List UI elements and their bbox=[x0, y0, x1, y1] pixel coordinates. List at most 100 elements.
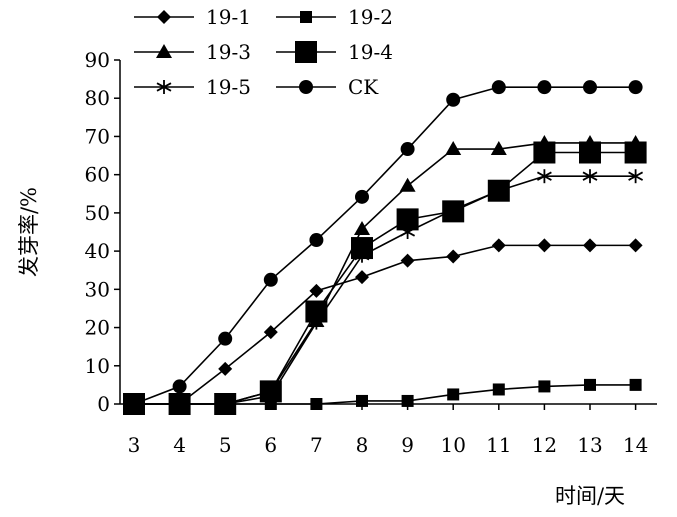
data-point-19-5 bbox=[628, 169, 644, 184]
asterisk-stroke bbox=[491, 186, 507, 196]
series-line-ck bbox=[133, 86, 636, 405]
data-point-ck bbox=[355, 189, 369, 204]
data-point-19-1 bbox=[309, 283, 324, 298]
asterisk-stroke bbox=[263, 391, 279, 401]
x-tick-label: 12 bbox=[532, 433, 557, 457]
data-point-19-4 bbox=[305, 300, 328, 323]
x-tick-label: 13 bbox=[577, 433, 602, 457]
y-tick-label: 80 bbox=[85, 86, 110, 110]
data-point-ck bbox=[537, 80, 552, 95]
legend-label: 19-2 bbox=[348, 5, 393, 29]
data-point-19-3 bbox=[445, 141, 462, 156]
y-tick-label: 20 bbox=[85, 316, 110, 340]
data-point-19-2 bbox=[584, 378, 596, 391]
legend-marker bbox=[300, 11, 312, 23]
data-point-ck bbox=[446, 92, 461, 107]
series-19-4 bbox=[123, 141, 647, 415]
data-point-19-3 bbox=[399, 177, 416, 192]
x-tick-label: 6 bbox=[264, 433, 277, 457]
legend-item-19-5: 19-5 bbox=[134, 75, 251, 99]
data-point-ck bbox=[628, 80, 643, 95]
data-point-19-1 bbox=[263, 325, 278, 340]
x-tick-label: 3 bbox=[128, 433, 141, 457]
legend-item-19-2: 19-2 bbox=[276, 5, 393, 29]
asterisk-stroke bbox=[628, 171, 644, 181]
data-point-19-5 bbox=[536, 169, 552, 184]
y-tick-label: 70 bbox=[85, 124, 110, 148]
data-point-19-3 bbox=[354, 220, 370, 235]
data-point-19-1 bbox=[628, 238, 643, 253]
x-tick-label: 10 bbox=[440, 433, 465, 457]
x-tick-label: 8 bbox=[356, 433, 369, 457]
data-point-19-5 bbox=[445, 202, 461, 217]
axes: 0 10 20 30 40 50 60 70 80 90 3 4 5 6 7 8 9 10 11 12 13 14 bbox=[85, 48, 657, 457]
asterisk-stroke bbox=[217, 399, 233, 409]
series-line-19-2 bbox=[134, 384, 636, 405]
data-point-ck bbox=[309, 233, 324, 248]
data-point-19-5 bbox=[217, 397, 233, 411]
y-tick-label: 40 bbox=[85, 239, 110, 263]
y-tick-label: 0 bbox=[97, 392, 110, 416]
y-tick-label: 10 bbox=[85, 354, 110, 378]
data-point-ck bbox=[491, 80, 506, 95]
legend-label: 19-1 bbox=[206, 5, 251, 29]
data-point-19-5 bbox=[582, 169, 598, 184]
x-axis-label: 时间/天 bbox=[555, 484, 625, 508]
data-point-19-3 bbox=[490, 141, 507, 156]
data-point-19-1 bbox=[491, 238, 506, 253]
asterisk-stroke bbox=[354, 251, 370, 261]
asterisk-stroke bbox=[156, 82, 172, 92]
asterisk-stroke bbox=[308, 317, 324, 328]
legend-label: 19-4 bbox=[348, 40, 393, 64]
asterisk-stroke bbox=[172, 399, 188, 409]
legend-label: CK bbox=[348, 75, 379, 99]
series-line-19-4 bbox=[134, 151, 636, 405]
data-point-19-2 bbox=[356, 394, 368, 407]
series-19-5 bbox=[126, 169, 644, 411]
data-point-19-2 bbox=[447, 388, 460, 401]
x-tick-label: 11 bbox=[486, 433, 511, 457]
data-point-ck bbox=[583, 80, 597, 95]
x-tick-label: 9 bbox=[401, 433, 414, 457]
data-point-19-5 bbox=[491, 183, 507, 198]
series-line-19-3 bbox=[134, 142, 636, 405]
x-tick-label: 4 bbox=[173, 433, 186, 457]
data-point-19-4 bbox=[624, 141, 647, 164]
data-point-19-2 bbox=[538, 380, 551, 393]
data-point-19-1 bbox=[583, 238, 597, 253]
asterisk-stroke bbox=[536, 171, 552, 181]
legend-marker bbox=[156, 80, 172, 94]
data-point-19-1 bbox=[537, 238, 552, 253]
y-axis-label: 发芽率/% bbox=[17, 187, 41, 277]
data-point-19-1 bbox=[400, 253, 415, 268]
legend-item-19-3: 19-3 bbox=[134, 40, 251, 64]
legend-label: 19-5 bbox=[206, 75, 251, 99]
data-point-19-4 bbox=[533, 141, 556, 164]
legend-marker bbox=[156, 44, 172, 58]
legend-label: 19-3 bbox=[206, 40, 251, 64]
series-line-19-5 bbox=[134, 175, 636, 405]
data-point-19-5 bbox=[354, 248, 370, 263]
series-ck bbox=[127, 80, 643, 411]
x-tick-label: 5 bbox=[219, 433, 232, 457]
data-point-19-2 bbox=[629, 378, 642, 391]
y-tick-label: 50 bbox=[85, 201, 110, 225]
data-point-19-4 bbox=[579, 141, 601, 164]
data-point-ck bbox=[218, 331, 233, 346]
data-point-19-2 bbox=[401, 394, 414, 407]
data-point-19-5 bbox=[172, 397, 188, 411]
data-point-ck bbox=[400, 142, 415, 157]
data-point-ck bbox=[263, 272, 278, 287]
asterisk-stroke bbox=[445, 205, 461, 215]
data-point-19-5 bbox=[263, 388, 279, 403]
series-line-19-1 bbox=[134, 244, 636, 405]
legend-item-ck: CK bbox=[276, 75, 379, 99]
data-point-19-1 bbox=[446, 249, 461, 264]
data-point-19-4 bbox=[396, 208, 419, 231]
data-point-19-2 bbox=[492, 383, 505, 396]
asterisk-stroke bbox=[582, 171, 598, 181]
legend-item-19-1: 19-1 bbox=[134, 5, 251, 29]
x-tick-label: 14 bbox=[623, 433, 648, 457]
data-point-19-5 bbox=[308, 315, 324, 330]
